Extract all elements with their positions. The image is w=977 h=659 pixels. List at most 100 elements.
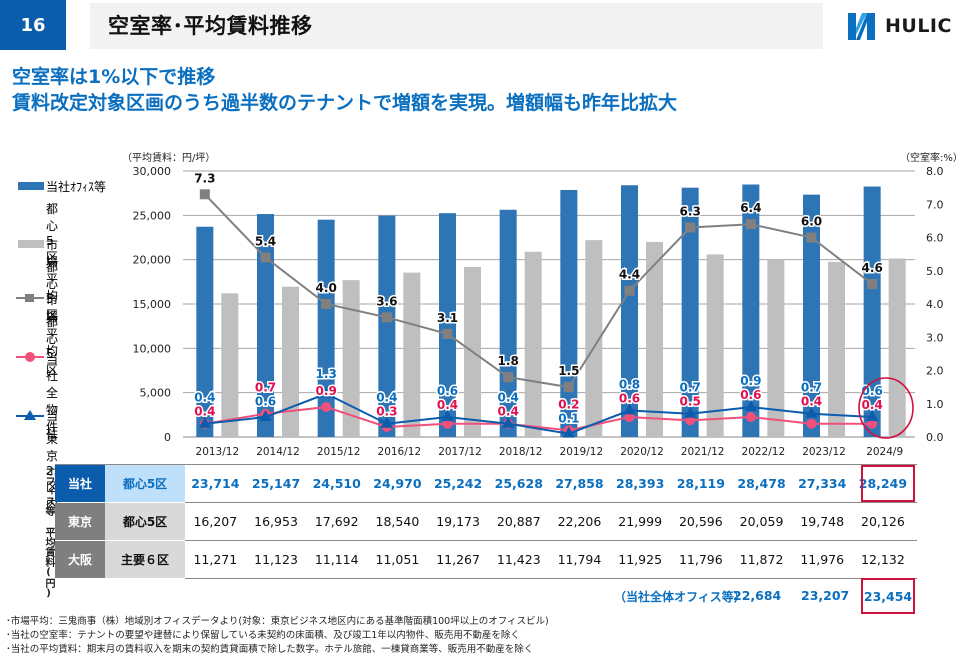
bar-company	[439, 213, 456, 437]
triangle-marker	[502, 416, 515, 428]
y-tick-label: 10,000	[133, 342, 172, 355]
x-axis-ticks: 2013/12 2014/12 2015/12 2016/12 2017/12 2018/…	[196, 446, 904, 458]
hulic-logo: HULIC	[848, 10, 952, 42]
table-side-label: オフィス等 平均賃料(円)	[43, 466, 54, 599]
left-axis-ticks: 0 5,000 10,000 15,000 20,000 25,000 30,000	[133, 165, 172, 444]
triangle-marker	[380, 416, 393, 428]
circle-marker	[321, 402, 332, 413]
series-line	[204, 392, 873, 435]
x-tick-label: 2013/12	[196, 446, 240, 458]
table-cell: 28,393	[616, 476, 665, 491]
row-divider	[185, 502, 917, 503]
bar-market	[342, 280, 360, 437]
table-cell: 27,334	[798, 476, 847, 491]
bar-company	[803, 194, 820, 437]
market-vacancy-label: 7.3	[194, 171, 215, 185]
market-vacancy-label: 6.4	[740, 201, 761, 215]
market-vacancy-label: 1.5	[558, 364, 579, 378]
table-cell: 21,999	[618, 514, 663, 529]
x-tick-label: 2021/12	[681, 446, 725, 458]
table-cell: 11,925	[618, 552, 663, 567]
circle-marker	[745, 412, 756, 423]
square-marker	[745, 219, 756, 230]
right-axis-unit: （空室率:%）	[900, 153, 963, 164]
circle-marker	[806, 418, 817, 429]
row-area: 都心5区	[105, 465, 185, 502]
legend-label: 当社	[46, 409, 59, 440]
bar-company	[317, 219, 335, 437]
x-tick-label: 2018/12	[499, 446, 543, 458]
tokyo23-vacancy-label: 0.7	[680, 381, 701, 395]
header-bar	[90, 3, 823, 49]
table-cell: 24,510	[312, 476, 361, 491]
bar-company	[378, 215, 396, 437]
x-tick-label: 2019/12	[560, 446, 604, 458]
rent-vacancy-chart: 0 5,000 10,000 15,000 20,000 25,000 30,000 0.0…	[133, 165, 944, 458]
row-area: 都心5区	[105, 503, 185, 540]
table-cell: 18,540	[375, 514, 420, 529]
table-cell: 11,123	[254, 552, 298, 567]
table-top-border	[55, 464, 917, 465]
headline-2: 賃料改定対象区画のうち過半数のテナントで増額を実現。増額幅も昨年比拡大	[12, 92, 678, 114]
table-cell: 24,970	[373, 476, 422, 491]
table-cell: 11,267	[436, 552, 480, 567]
triangle-marker	[866, 410, 879, 422]
table-cell: 11,976	[800, 552, 845, 567]
tokyo23-vacancy-label: 1.3	[316, 367, 337, 381]
table-cell: 12,132	[861, 552, 905, 567]
row-values: 11,271 11,123 11,114 11,051 11,267 11,423 11,7…	[185, 552, 913, 567]
table-row: 大阪 主要６区 11,271 11,123 11,114 11,051 11,267 11…	[55, 541, 913, 578]
tokyo23-vacancy-label: 0.1	[558, 411, 579, 425]
legend-bar-swatch-company	[18, 182, 44, 190]
square-marker	[503, 372, 514, 383]
legend-circle-marker-icon	[16, 352, 44, 362]
series-lines	[198, 189, 879, 438]
x-tick-label: 2023/12	[802, 446, 846, 458]
tokyo23-vacancy-label: 0.6	[437, 384, 458, 398]
total-value-latest: 23,454	[861, 578, 915, 614]
table-cell: 28,119	[676, 476, 725, 491]
triangle-marker	[684, 406, 697, 418]
page-title: 空室率･平均賃料推移	[108, 14, 313, 38]
legend-triangle-marker-icon	[16, 410, 44, 420]
table-cell: 20,059	[739, 514, 784, 529]
table-cell: 20,126	[861, 514, 905, 529]
bar-company	[560, 189, 578, 437]
market-vacancy-label: 1.8	[498, 354, 519, 368]
y-tick-label: 0	[164, 431, 171, 444]
bar-market	[524, 251, 542, 437]
y-tick-label: 30,000	[133, 165, 172, 178]
legend-label: 当社ｵﾌｨｽ等	[46, 180, 107, 194]
market-vacancy-label: 6.3	[680, 205, 701, 219]
y2-tick-label: 5.0	[926, 265, 944, 278]
all-properties-vacancy-label: 0.6	[619, 391, 640, 405]
bar-market	[646, 241, 663, 437]
y2-tick-label: 3.0	[926, 331, 944, 344]
triangle-marker	[623, 403, 636, 415]
row-area: 主要６区	[105, 541, 185, 578]
x-tick-label: 2017/12	[438, 446, 482, 458]
tokyo23-vacancy-label: 0.4	[498, 391, 519, 405]
x-tick-label: 2015/12	[317, 446, 361, 458]
market-vacancy-label: 3.6	[376, 294, 397, 308]
y2-tick-label: 1.0	[926, 398, 944, 411]
table-cell: 25,242	[433, 476, 483, 491]
hulic-logo-icon	[848, 12, 875, 40]
highlight-box-latest	[861, 465, 915, 502]
row-divider	[185, 578, 917, 579]
row-values: 16,207 16,953 17,692 18,540 19,173 20,887 22,2…	[185, 514, 913, 529]
legend-label: 都心5区	[46, 202, 59, 264]
table-cell: 16,953	[254, 514, 298, 529]
table-cell: 11,872	[739, 552, 784, 567]
table-cell: 19,748	[800, 514, 845, 529]
square-marker	[260, 252, 271, 263]
series-line	[204, 193, 873, 389]
table-cell: 17,692	[314, 514, 359, 529]
logo-text: HULIC	[885, 15, 952, 37]
y2-tick-label: 2.0	[926, 365, 944, 378]
market-vacancy-label: 6.0	[801, 215, 822, 229]
tokyo23-vacancy-label: 0.6	[862, 384, 883, 398]
table-cell: 20,596	[678, 514, 723, 529]
table-cell: 28,478	[737, 476, 786, 491]
market-vacancy-label: 4.0	[316, 281, 337, 295]
